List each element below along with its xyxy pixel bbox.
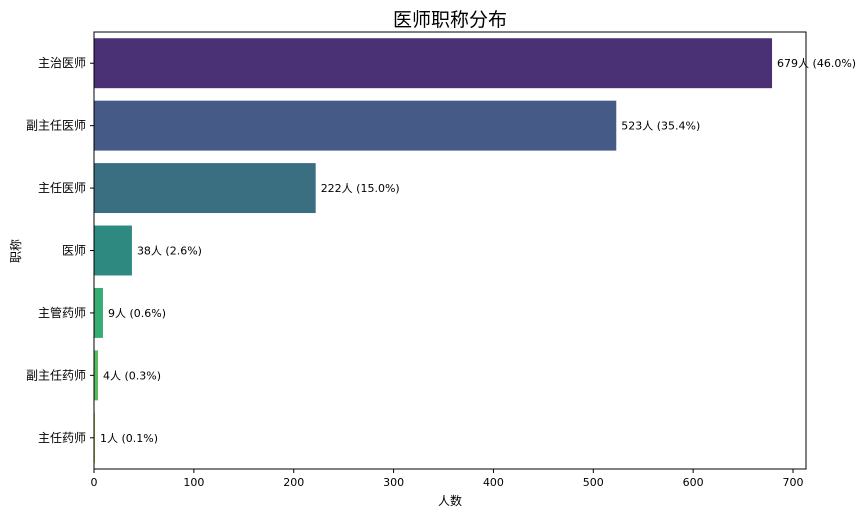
data-label: 222人 (15.0%) — [321, 182, 400, 195]
category-label: 副主任药师 — [26, 368, 86, 382]
category-label: 副主任医师 — [26, 119, 86, 133]
plot-frame — [93, 31, 807, 470]
x-tick-label: 700 — [783, 476, 804, 489]
bar — [94, 350, 98, 401]
bar — [94, 225, 132, 276]
data-label: 523人 (35.4%) — [621, 120, 700, 133]
x-tick-label: 500 — [583, 476, 604, 489]
bar — [94, 38, 773, 89]
bar — [94, 163, 316, 214]
category-label: 主任医师 — [38, 181, 86, 195]
category-label: 主任药师 — [38, 431, 86, 445]
bar — [94, 100, 617, 151]
bar — [94, 287, 103, 338]
category-label: 医师 — [62, 244, 86, 258]
x-tick-label: 300 — [383, 476, 404, 489]
bars-layer: 679人 (46.0%) 523人 (35.4%) 222人 (15.0%) 38人 … — [94, 38, 856, 463]
data-label: 679人 (46.0%) — [777, 57, 856, 70]
category-label: 主治医师 — [38, 56, 86, 70]
category-label: 主管药师 — [38, 305, 86, 320]
x-tick-label: 600 — [683, 476, 704, 489]
x-tick-label: 400 — [483, 476, 504, 489]
x-axis-label: 人数 — [438, 493, 462, 508]
x-tick-label: 200 — [283, 476, 304, 489]
chart-title: 医师职称分布 — [393, 9, 507, 31]
data-label: 38人 (2.6%) — [137, 245, 202, 258]
data-label: 1人 (0.1%) — [100, 432, 158, 445]
y-axis-label: 职称 — [9, 239, 23, 263]
data-label: 9人 (0.6%) — [108, 307, 166, 320]
x-tick-label: 100 — [183, 476, 204, 489]
data-label: 4人 (0.3%) — [103, 369, 161, 382]
x-tick-label: 0 — [91, 476, 98, 489]
